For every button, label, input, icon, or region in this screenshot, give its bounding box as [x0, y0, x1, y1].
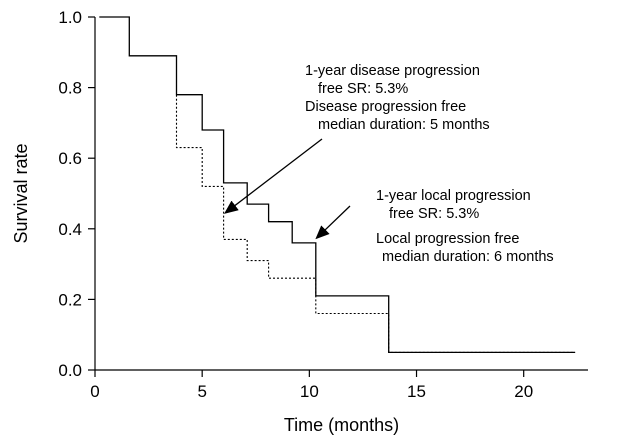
y-ticks: 0.0 0.2 0.4 0.6 0.8 1.0: [58, 8, 95, 380]
x-ticks: 0 5 10 15 20: [90, 370, 533, 401]
y-tick-label: 0.2: [58, 290, 82, 309]
annotation-2-line-2: free SR: 5.3%: [389, 206, 479, 222]
annotation-1-arrow: [224, 138, 323, 214]
series-dotted-line: [175, 94, 576, 353]
axes: 0 5 10 15 20 0.0 0.2 0.4 0.6 0.8 1.0: [58, 8, 588, 401]
annotation-1-line-3: Disease progression free: [305, 99, 466, 115]
series-solid-line: [99, 16, 576, 354]
x-tick-label: 15: [407, 382, 426, 401]
x-tick-label: 5: [197, 382, 206, 401]
annotation-2-line-3: Local progression free: [376, 231, 519, 247]
x-tick-label: 10: [300, 382, 319, 401]
y-tick-label: 0.4: [58, 220, 82, 239]
y-axis-title: Survival rate: [11, 143, 31, 243]
y-tick-label: 1.0: [58, 8, 82, 27]
annotation-1-line-4: median duration: 5 months: [318, 117, 490, 133]
annotation-disease-progression: 1-year disease progression free SR: 5.3%…: [224, 63, 490, 214]
annotation-1-line-1: 1-year disease progression: [305, 63, 480, 79]
series-layer: [99, 16, 576, 354]
x-tick-label: 0: [90, 382, 99, 401]
annotation-1-line-2: free SR: 5.3%: [318, 81, 408, 97]
x-axis-title: Time (months): [284, 415, 399, 435]
y-tick-label: 0.6: [58, 149, 82, 168]
y-tick-label: 0.0: [58, 361, 82, 380]
annotation-2-line-1: 1-year local progression: [376, 188, 531, 204]
annotation-2-line-4: median duration: 6 months: [382, 249, 554, 265]
annotation-local-progression: 1-year local progression free SR: 5.3% L…: [315, 188, 554, 265]
x-tick-label: 20: [514, 382, 533, 401]
y-tick-label: 0.8: [58, 79, 82, 98]
annotation-2-arrow: [315, 205, 351, 240]
